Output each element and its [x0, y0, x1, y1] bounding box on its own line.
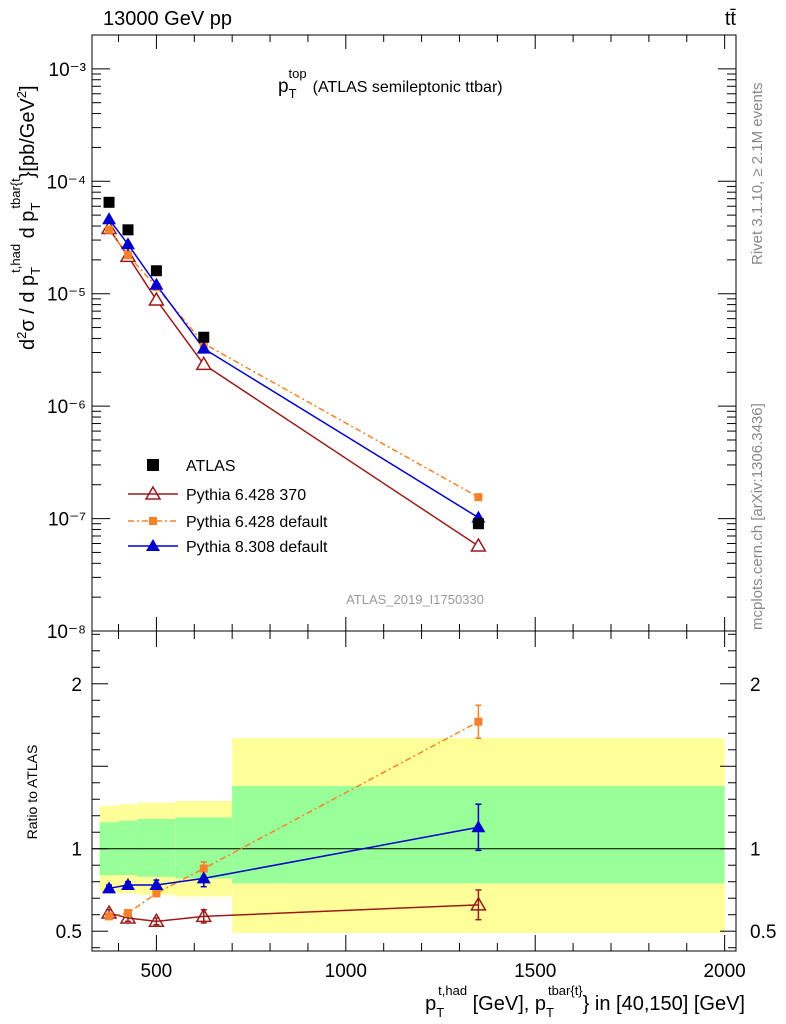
legend-label-py6-default: Pythia 6.428 default — [186, 514, 328, 531]
x-axis-label-rest: } in [40,150] [GeV] — [583, 993, 745, 1015]
main-y-tick-label: 10⁻⁵ — [47, 285, 86, 306]
ratio-x-tick-label: 1500 — [514, 961, 556, 982]
ratio-panel: 0.5 0.5 1 1 2 2 500 1000 1500 2000 Ratio to ATLA… — [24, 630, 777, 1020]
ratio-y-tick-label: 1 — [750, 840, 761, 861]
main-data-point — [195, 355, 213, 371]
main-data-point — [150, 265, 162, 277]
ratio-x-tick-label: 1000 — [325, 961, 367, 982]
ratio-x-tick-label: 2000 — [703, 961, 745, 982]
x-axis-label: pTt,had [GeV], pTtbar{t}} in [40,150] [G… — [425, 983, 745, 1020]
ratio-series-line — [108, 721, 479, 918]
main-y-tick-label: 10⁻⁶ — [47, 397, 86, 418]
ratio-y-tick-label: 0.5 — [56, 922, 82, 943]
main-series-layer — [100, 196, 487, 552]
ratio-data-point — [123, 909, 132, 918]
x-axis-label-p1: p — [425, 993, 436, 1015]
ratio-uncertainty-bands — [99, 738, 725, 933]
plot-title-rest: (ATLAS semileptonic ttbar) — [313, 79, 503, 96]
ratio-series-layer — [100, 704, 487, 928]
process-label: tt̄ — [725, 8, 737, 30]
ratio-data-point — [474, 717, 483, 726]
ratio-data-point — [105, 912, 114, 921]
ratio-data-point — [149, 878, 164, 891]
main-data-point — [474, 493, 483, 502]
main-data-point — [105, 225, 114, 234]
x-axis-label-sub2: T — [546, 1005, 554, 1020]
ratio-y-tick-label: 2 — [71, 675, 82, 696]
legend-marker-py6-370 — [144, 485, 162, 500]
legend: ATLAS Pythia 6.428 370 Pythia 6.428 defa… — [128, 458, 328, 556]
legend-label-py6-370: Pythia 6.428 370 — [186, 487, 306, 504]
main-y-tick-label: 10⁻⁷ — [48, 510, 86, 531]
x-axis-label-mid: [GeV], p — [467, 993, 546, 1015]
ratio-data-point — [195, 907, 213, 923]
plot-title: pTtop (ATLAS semileptonic ttbar) — [278, 66, 503, 101]
energy-label: 13000 GeV pp — [103, 8, 232, 30]
main-data-point — [148, 291, 165, 306]
ratio-frame — [91, 630, 737, 952]
ratio-data-point — [152, 889, 161, 898]
ratio-y-tick-labels: 0.5 0.5 1 1 2 2 — [56, 675, 777, 943]
rivet-version-label: Rivet 3.1.10, ≥ 2.1M events — [749, 83, 766, 266]
main-data-point — [103, 196, 115, 208]
main-y-tick-label: 10⁻³ — [49, 60, 87, 81]
ratio-y-tick-label: 2 — [750, 675, 761, 696]
main-data-point — [149, 277, 164, 290]
legend-label-atlas: ATLAS — [186, 458, 236, 475]
main-data-point — [123, 251, 132, 260]
ratio-inner-band — [118, 820, 138, 876]
legend-marker-atlas — [147, 459, 159, 471]
main-data-point — [470, 537, 487, 552]
x-axis-label-sup1: t,had — [438, 983, 467, 998]
main-y-tick-label: 10⁻⁴ — [47, 172, 86, 193]
main-data-point — [472, 518, 484, 530]
ratio-data-point — [199, 864, 208, 873]
ratio-x-tick-label: 500 — [141, 961, 173, 982]
ratio-axis-ticks — [92, 631, 736, 951]
main-y-tick-labels: 10⁻⁸ 10⁻⁷ 10⁻⁶ 10⁻⁵ 10⁻⁴ 10⁻³ — [47, 60, 86, 643]
main-axis-ticks — [92, 34, 736, 632]
ratio-data-point — [102, 881, 117, 894]
main-data-point — [102, 212, 117, 225]
legend-label-py8-default: Pythia 8.308 default — [186, 539, 328, 556]
legend-marker-py6-default — [149, 517, 157, 525]
ratio-x-tick-labels: 500 1000 1500 2000 — [141, 961, 746, 982]
main-panel: 10⁻⁸ 10⁻⁷ 10⁻⁶ 10⁻⁵ 10⁻⁴ 10⁻³ pTtop (ATLAS sem… — [8, 34, 737, 643]
ratio-data-point — [471, 820, 486, 833]
mcplots-source-label: mcplots.cern.ch [arXiv:1306.3436] — [749, 403, 766, 630]
analysis-label: ATLAS_2019_I1750330 — [346, 592, 484, 607]
plot-title-main: p — [278, 76, 289, 97]
x-axis-label-sub1: T — [436, 1005, 444, 1020]
legend-marker-py8-default — [146, 539, 160, 551]
ratio-inner-band — [137, 819, 176, 877]
main-data-point — [120, 237, 135, 250]
ratio-data-point — [196, 871, 211, 884]
plot-title-subscript: T — [289, 86, 297, 101]
main-series-line — [108, 229, 479, 498]
main-data-point — [196, 341, 211, 354]
ratio-data-point — [120, 878, 135, 891]
main-series-line — [108, 218, 479, 519]
ratio-y-tick-label: 1 — [71, 840, 82, 861]
main-data-point — [122, 224, 134, 236]
ratio-y-tick-label: 0.5 — [750, 922, 776, 943]
plot-title-superscript: top — [289, 66, 307, 81]
ratio-data-point — [148, 912, 165, 928]
ratio-data-point — [470, 896, 487, 911]
main-data-point — [198, 331, 210, 343]
x-axis-label-sup2: tbar{t} — [548, 983, 583, 998]
main-y-tick-label: 10⁻⁸ — [47, 622, 86, 643]
main-y-axis-label: d2σ / d pTt,had d pTtbar{t}[pb/GeV2] — [8, 85, 43, 350]
ratio-y-axis-label: Ratio to ATLAS — [24, 745, 40, 840]
